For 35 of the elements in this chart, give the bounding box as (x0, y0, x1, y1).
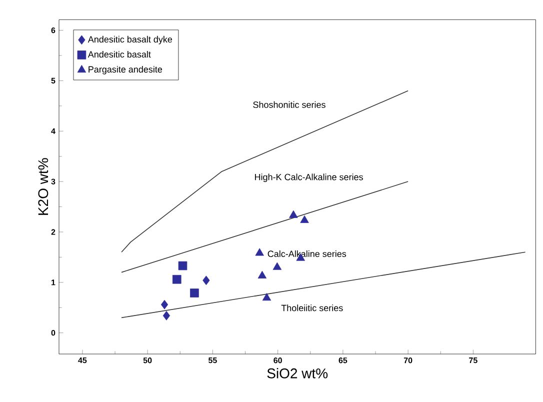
point (162, 310, 170, 320)
x-tick-label: 60 (274, 358, 282, 364)
y-tick-label: 3 (51, 178, 56, 184)
x-tick-label: 65 (338, 358, 348, 364)
point (255, 248, 264, 256)
point (272, 262, 282, 270)
legend-label: Pargasite andesite (88, 66, 162, 74)
point (300, 215, 309, 223)
legend-label: Andesitic basalt dyke (88, 36, 172, 44)
point (262, 293, 272, 301)
x-tick-label: 50 (143, 358, 152, 364)
annotation: Calc-Alkaline series (268, 250, 346, 258)
point (202, 276, 210, 286)
point (289, 210, 298, 218)
y-tick-label: 0 (51, 330, 56, 336)
x-tick-label: 70 (404, 358, 412, 364)
y-tick-label: 2 (51, 229, 56, 235)
annotation: Shoshonitic series (253, 101, 326, 108)
legend-label: Andesitic basalt (88, 50, 151, 58)
x-tick-label: 55 (208, 358, 217, 364)
y-tick-label: 1 (52, 280, 56, 286)
annotation: Tholeiitic series (281, 304, 343, 312)
y-axis-title: K2O wt% (38, 158, 48, 215)
x-tick-label: 45 (78, 358, 87, 364)
x-tick-label: 75 (469, 358, 478, 364)
y-tick-label: 5 (51, 78, 56, 84)
x-axis-title: SiO2 wt% (267, 368, 328, 378)
y-tick-label: 6 (51, 27, 56, 34)
point (258, 270, 267, 278)
point (190, 288, 199, 298)
point (172, 274, 182, 284)
point (160, 300, 168, 310)
annotation: High-K Calc-Alkaline series (255, 174, 363, 182)
y-tick-label: 4 (51, 128, 56, 134)
point (178, 261, 188, 270)
